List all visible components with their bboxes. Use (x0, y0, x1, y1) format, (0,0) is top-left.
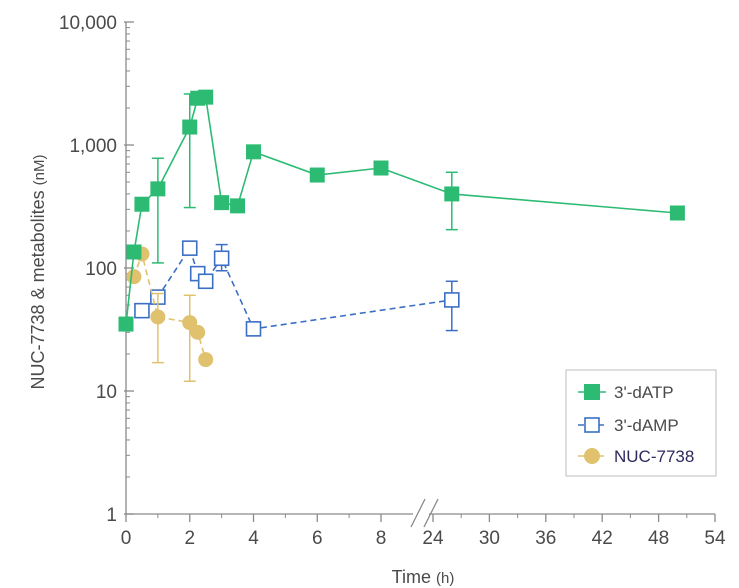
point-3-datp (246, 144, 261, 160)
point-3-damp (245, 321, 262, 337)
point-3-datp (444, 186, 460, 202)
point-3-damp (197, 273, 214, 290)
legend-label-3-datp: 3'-dATP (614, 383, 674, 402)
x-tick-label: 48 (648, 528, 669, 549)
series-layer (118, 89, 685, 383)
y-tick-label: 1 (106, 505, 117, 526)
point-3-datp (126, 244, 142, 260)
y-axis-title: NUC-7738 & metabolites (nM) (28, 155, 48, 390)
series-3-datp (118, 89, 685, 332)
legend: 3'-dATP 3'-dAMP NUC-7738 (565, 369, 717, 477)
legend-label-3-damp: 3'-dAMP (614, 416, 679, 435)
x-tick-label: 0 (121, 528, 132, 549)
point-nuc-7738 (190, 324, 206, 340)
point-nuc-7738 (126, 269, 142, 285)
legend-marker-3-datp (584, 384, 600, 400)
y-tick-label: 10,000 (59, 13, 117, 34)
point-nuc-7738 (198, 352, 214, 368)
point-3-datp (118, 316, 134, 332)
x-tick-label: 2 (184, 528, 195, 549)
series-line-3-datp (125, 96, 678, 325)
x-tick-label: 6 (312, 528, 323, 549)
y-tick-label: 100 (85, 259, 117, 280)
y-tick-label: 1,000 (69, 136, 117, 157)
point-3-datp (134, 196, 150, 212)
point-3-datp (214, 195, 230, 211)
point-3-datp (182, 119, 198, 135)
point-3-datp (198, 89, 214, 105)
x-tick-label: 4 (248, 528, 259, 549)
y-tick-label: 10 (96, 382, 117, 403)
x-tick-label: 24 (422, 528, 444, 549)
x-tick-label: 54 (704, 528, 726, 549)
point-3-datp (373, 160, 389, 176)
x-tick-label: 36 (535, 528, 556, 549)
axis-break-mark (423, 498, 439, 528)
x-tick-label: 8 (376, 528, 387, 549)
legend-label-nuc-7738: NUC-7738 (614, 447, 694, 466)
point-3-damp (213, 250, 230, 267)
point-3-damp (443, 292, 460, 308)
x-tick-label: 42 (592, 528, 613, 549)
point-3-datp (309, 167, 325, 183)
point-3-damp (181, 240, 198, 256)
point-3-datp (230, 198, 246, 214)
legend-marker-nuc-7738 (584, 448, 600, 464)
series-3-damp (134, 240, 460, 337)
point-nuc-7738 (150, 309, 166, 325)
point-3-datp (669, 205, 685, 221)
point-3-datp (150, 181, 166, 197)
point-3-damp (134, 302, 150, 319)
x-axis-title: Time (h) (392, 567, 455, 587)
legend-marker-3-damp (584, 417, 600, 433)
x-tick-label: 30 (479, 528, 500, 549)
axis-break-mark (410, 498, 426, 528)
